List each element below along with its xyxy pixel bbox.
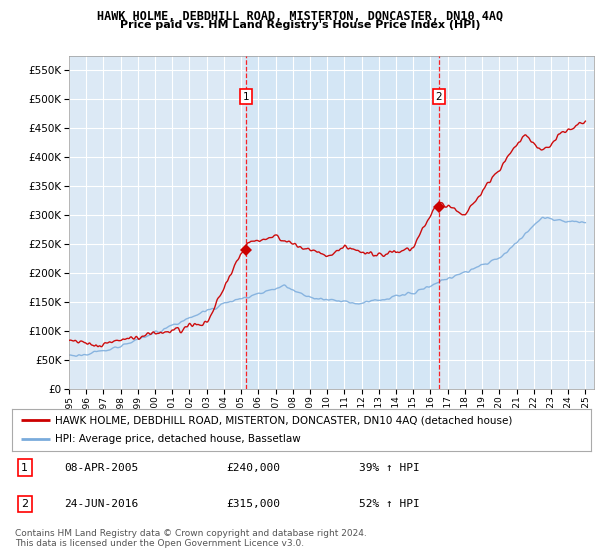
- Text: Contains HM Land Registry data © Crown copyright and database right 2024.: Contains HM Land Registry data © Crown c…: [15, 529, 367, 538]
- Text: 1: 1: [21, 463, 28, 473]
- Text: 2: 2: [436, 92, 442, 101]
- Text: 24-JUN-2016: 24-JUN-2016: [64, 499, 139, 509]
- Text: HAWK HOLME, DEBDHILL ROAD, MISTERTON, DONCASTER, DN10 4AQ: HAWK HOLME, DEBDHILL ROAD, MISTERTON, DO…: [97, 10, 503, 22]
- Text: £240,000: £240,000: [226, 463, 280, 473]
- Text: HPI: Average price, detached house, Bassetlaw: HPI: Average price, detached house, Bass…: [55, 435, 301, 445]
- Text: This data is licensed under the Open Government Licence v3.0.: This data is licensed under the Open Gov…: [15, 539, 304, 548]
- Text: 39% ↑ HPI: 39% ↑ HPI: [359, 463, 420, 473]
- Text: 2: 2: [21, 499, 28, 509]
- Text: 52% ↑ HPI: 52% ↑ HPI: [359, 499, 420, 509]
- Text: HAWK HOLME, DEBDHILL ROAD, MISTERTON, DONCASTER, DN10 4AQ (detached house): HAWK HOLME, DEBDHILL ROAD, MISTERTON, DO…: [55, 415, 513, 425]
- Bar: [246, 56, 439, 389]
- Text: 1: 1: [242, 92, 249, 101]
- Text: Price paid vs. HM Land Registry's House Price Index (HPI): Price paid vs. HM Land Registry's House …: [120, 20, 480, 30]
- Text: £315,000: £315,000: [226, 499, 280, 509]
- Text: 08-APR-2005: 08-APR-2005: [64, 463, 139, 473]
